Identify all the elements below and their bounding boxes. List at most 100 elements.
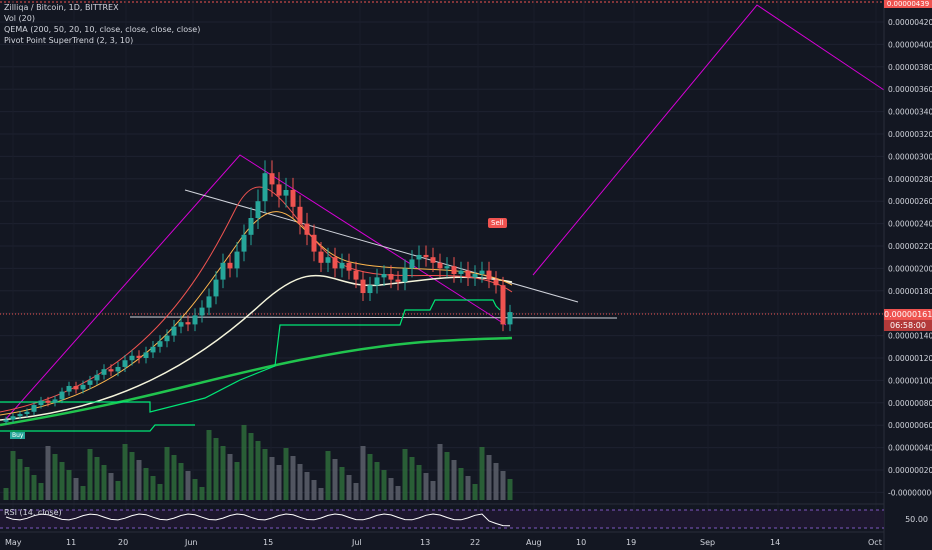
- candle-body: [311, 234, 317, 252]
- candles: [3, 160, 513, 425]
- candle-body: [255, 201, 261, 218]
- countdown-tag: 06:58:00: [884, 320, 932, 331]
- candle-body: [374, 277, 380, 286]
- time-tick-label: 10: [576, 538, 586, 547]
- candle-body: [437, 262, 443, 269]
- volume-bar: [283, 448, 289, 500]
- legend-qema[interactable]: QEMA (200, 50, 20, 10, close, close, clo…: [4, 25, 201, 34]
- volume-bar: [360, 446, 366, 500]
- volume-bar: [507, 479, 513, 500]
- candle-body: [409, 259, 415, 269]
- qema-20: [0, 211, 513, 416]
- volume-bar: [262, 449, 268, 500]
- time-axis[interactable]: May 11 20 Jun 15 Jul 13 22 Aug 10 19 Sep 14 Oct: [0, 531, 884, 547]
- price-tick-label: 0.00000300: [888, 152, 932, 161]
- candle-body: [283, 190, 289, 196]
- volume-bar: [430, 481, 436, 500]
- volume-bar: [381, 470, 387, 500]
- candle-body: [500, 285, 506, 325]
- volume-bar: [318, 488, 324, 500]
- volume-bar: [486, 455, 492, 500]
- candle-body: [493, 279, 499, 286]
- volume-bar: [346, 475, 352, 500]
- candle-body: [87, 380, 93, 385]
- volume-bar: [339, 467, 345, 500]
- candle-body: [465, 270, 471, 278]
- candle-body: [122, 360, 128, 367]
- legend-supertrend[interactable]: Pivot Point SuperTrend (2, 3, 10): [4, 36, 134, 45]
- time-tick-label: Oct: [868, 538, 882, 547]
- candle-body: [45, 400, 51, 403]
- candle-body: [297, 206, 303, 224]
- candle-body: [276, 184, 282, 196]
- volume-bar: [59, 462, 65, 500]
- qema-50: [0, 274, 513, 421]
- candle-body: [248, 218, 254, 235]
- candle-body: [66, 386, 72, 392]
- supertrend-line: [0, 299, 501, 413]
- volume-bar: [276, 465, 282, 500]
- legend-vol[interactable]: Vol (20): [4, 14, 35, 23]
- volume-bar: [416, 465, 422, 500]
- volume-bar: [157, 484, 163, 500]
- price-tick-label: 0.00000120: [888, 354, 932, 363]
- volume-bar: [500, 471, 506, 500]
- candle-body: [402, 268, 408, 282]
- candle-body: [360, 279, 366, 294]
- support-line: [129, 316, 618, 319]
- volume-bar: [150, 476, 156, 500]
- volume-bar: [472, 484, 478, 500]
- rsi-pane: [0, 503, 884, 529]
- volume-bar: [45, 446, 51, 500]
- candle-body: [262, 173, 268, 202]
- candle-body: [325, 257, 331, 263]
- candle-body: [192, 315, 198, 325]
- sell-marker: Sell: [488, 218, 507, 228]
- legend: Zilliqa / Bitcoin, 1D, BITTREX Vol (20) …: [4, 2, 200, 46]
- candle-body: [157, 341, 163, 347]
- candle-body: [381, 274, 387, 278]
- volume-bar: [129, 452, 135, 500]
- volume-bar: [101, 465, 107, 500]
- time-tick-label: Jun: [184, 538, 198, 547]
- volume-bar: [52, 454, 58, 500]
- price-tick-label: 0.00000260: [888, 197, 932, 206]
- price-tick-label: 0.00000040: [888, 444, 932, 453]
- candle-body: [178, 322, 184, 327]
- rsi-label[interactable]: RSI (14, close): [4, 508, 62, 517]
- qema-10: [0, 186, 513, 413]
- legend-title[interactable]: Zilliqa / Bitcoin, 1D, BITTREX: [4, 3, 119, 12]
- candle-body: [339, 262, 345, 269]
- candle-body: [3, 419, 9, 422]
- candle-body: [206, 296, 212, 308]
- volume-bars: [3, 425, 513, 500]
- candle-body: [10, 416, 16, 420]
- volume-bar: [325, 451, 331, 500]
- candle-body: [17, 414, 23, 417]
- volume-bar: [192, 479, 198, 500]
- time-tick-label: 14: [770, 538, 780, 547]
- price-tick-label: 0.00000020: [888, 466, 932, 475]
- volume-bar: [388, 478, 394, 500]
- candle-body: [31, 405, 37, 412]
- volume-bar: [374, 462, 380, 500]
- volume-bar: [227, 454, 233, 500]
- candle-body: [171, 326, 177, 336]
- volume-bar: [423, 473, 429, 500]
- volume-bar: [409, 457, 415, 500]
- candle-body: [430, 257, 436, 263]
- volume-bar: [10, 451, 16, 500]
- candle-body: [423, 254, 429, 258]
- volume-bar: [38, 483, 44, 500]
- candle-body: [479, 270, 485, 274]
- price-tick-label: 0.00000280: [888, 175, 932, 184]
- volume-bar: [24, 467, 30, 500]
- time-tick-label: 20: [118, 538, 128, 547]
- volume-bar: [136, 460, 142, 500]
- volume-bar: [115, 481, 121, 500]
- candle-body: [94, 374, 100, 381]
- candle-body: [115, 366, 121, 372]
- volume-bar: [87, 449, 93, 500]
- candle-body: [269, 173, 275, 185]
